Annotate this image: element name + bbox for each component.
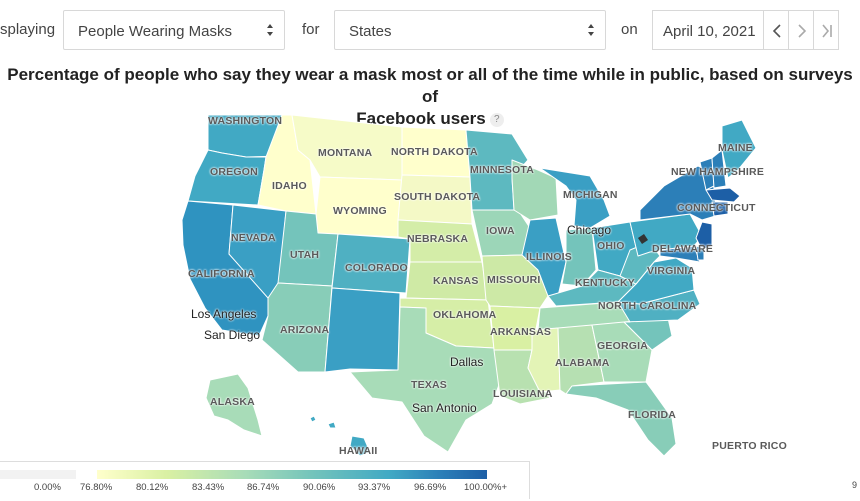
label-michigan: MICHIGAN — [563, 189, 618, 201]
chevron-right-icon — [798, 24, 807, 38]
label-virginia: VIRGINIA — [647, 265, 696, 277]
label-puerto-rico: PUERTO RICO — [712, 440, 787, 452]
color-legend: 0.00% 76.80% 80.12% 83.43% 86.74% 90.06%… — [0, 461, 530, 499]
title-line-1: Percentage of people who say they wear a… — [7, 65, 853, 106]
label-texas: TEXAS — [411, 379, 448, 391]
legend-tick: 86.74% — [247, 482, 280, 493]
skip-to-end-icon — [822, 24, 832, 38]
label-oregon: OREGON — [210, 166, 258, 178]
label-alabama: ALABAMA — [555, 357, 610, 369]
city-los-angeles: Los Angeles — [191, 307, 257, 321]
chart-title: Percentage of people who say they wear a… — [0, 64, 860, 130]
legend-tick: 80.12% — [136, 482, 169, 493]
displaying-label: splaying — [0, 21, 56, 38]
state-colorado[interactable] — [331, 233, 411, 294]
label-georgia: GEORGIA — [597, 340, 648, 352]
state-delaware[interactable] — [695, 245, 705, 261]
state-virginia[interactable] — [617, 257, 695, 305]
legend-no-data-swatch — [0, 470, 76, 479]
next-date-button[interactable] — [788, 10, 814, 50]
label-maine: MAINE — [718, 142, 753, 154]
city-san-antonio: San Antonio — [412, 401, 477, 415]
geo-select[interactable]: States — [334, 10, 606, 50]
label-colorado: COLORADO — [345, 262, 408, 274]
select-arrows-icon — [267, 24, 273, 36]
for-label: for — [302, 21, 320, 38]
label-washington: WASHINGTON — [208, 115, 283, 127]
state-alaska[interactable] — [205, 373, 263, 437]
label-montana: MONTANA — [318, 147, 373, 159]
label-utah: UTAH — [290, 249, 320, 261]
label-california: CALIFORNIA — [188, 268, 255, 280]
label-hawaii: HAWAII — [339, 445, 378, 457]
label-south-dakota: SOUTH DAKOTA — [394, 191, 481, 203]
state-florida[interactable] — [565, 381, 677, 457]
on-label: on — [621, 21, 638, 38]
metric-select[interactable]: People Wearing Masks — [63, 10, 285, 50]
title-line-2: Facebook users — [356, 109, 486, 128]
chevron-left-icon — [772, 24, 781, 38]
city-san-diego: San Diego — [204, 328, 261, 342]
prev-date-button[interactable] — [763, 10, 789, 50]
state-texas[interactable] — [349, 306, 501, 453]
select-arrows-icon — [588, 24, 594, 36]
location-marker-icon — [638, 234, 648, 244]
edge-fragment: 9 — [852, 480, 858, 490]
legend-tick: 90.06% — [303, 482, 336, 493]
label-delaware: DELAWARE — [652, 243, 714, 255]
label-kansas: KANSAS — [433, 275, 479, 287]
label-missouri: MISSOURI — [487, 274, 541, 286]
label-kentucky: KENTUCKY — [575, 277, 635, 289]
legend-tick-na: 0.00% — [34, 482, 61, 493]
state-maryland[interactable] — [659, 245, 701, 263]
geo-select-value: States — [349, 23, 392, 40]
state-massachusetts[interactable] — [705, 187, 741, 203]
legend-tick: 76.80% — [80, 482, 113, 493]
legend-tick: 83.43% — [192, 482, 225, 493]
label-florida: FLORIDA — [628, 409, 677, 421]
label-louisiana: LOUISIANA — [493, 388, 553, 400]
us-choropleth-map: WASHINGTON OREGON CALIFORNIA NEVADA IDAH… — [0, 112, 860, 462]
date-value: April 10, 2021 — [663, 23, 756, 40]
state-maine[interactable] — [721, 119, 757, 179]
label-connecticut: CONNECTICUT — [677, 202, 756, 214]
state-georgia[interactable] — [591, 321, 653, 383]
label-iowa: IOWA — [486, 225, 515, 237]
legend-gradient-bar — [97, 470, 487, 479]
label-north-carolina: NORTH CAROLINA — [598, 300, 697, 312]
state-hawaii[interactable] — [309, 415, 371, 457]
state-wisconsin[interactable] — [511, 159, 559, 221]
legend-tick: 96.69% — [414, 482, 447, 493]
toolbar: splaying People Wearing Masks for States… — [0, 9, 860, 51]
state-connecticut[interactable] — [711, 201, 729, 217]
date-field[interactable]: April 10, 2021 — [652, 10, 764, 50]
label-idaho: IDAHO — [272, 180, 307, 192]
metric-select-value: People Wearing Masks — [78, 23, 232, 40]
help-icon[interactable]: ? — [489, 112, 504, 127]
legend-tick: 93.37% — [358, 482, 391, 493]
label-arizona: ARIZONA — [280, 324, 330, 336]
label-nebraska: NEBRASKA — [407, 233, 469, 245]
city-chicago: Chicago — [567, 223, 612, 237]
label-nevada: NEVADA — [231, 232, 276, 244]
label-ohio: OHIO — [597, 240, 625, 252]
state-new-mexico[interactable] — [324, 287, 401, 373]
last-date-button[interactable] — [813, 10, 839, 50]
label-illinois: ILLINOIS — [526, 251, 572, 263]
label-wyoming: WYOMING — [333, 205, 387, 217]
state-new-jersey[interactable] — [695, 221, 713, 251]
label-arkansas: ARKANSAS — [490, 326, 552, 338]
city-dallas: Dallas — [450, 355, 484, 369]
state-new-hampshire[interactable] — [711, 149, 727, 189]
label-new-hampshire: NEW HAMPSHIRE — [671, 166, 765, 178]
map-canvas — [181, 114, 757, 457]
label-alaska: ALASKA — [210, 396, 255, 408]
label-north-dakota: NORTH DAKOTA — [391, 146, 478, 158]
label-oklahoma: OKLAHOMA — [433, 309, 497, 321]
label-minnesota: MINNESOTA — [470, 164, 535, 176]
legend-tick: 100.00%+ — [464, 482, 508, 493]
